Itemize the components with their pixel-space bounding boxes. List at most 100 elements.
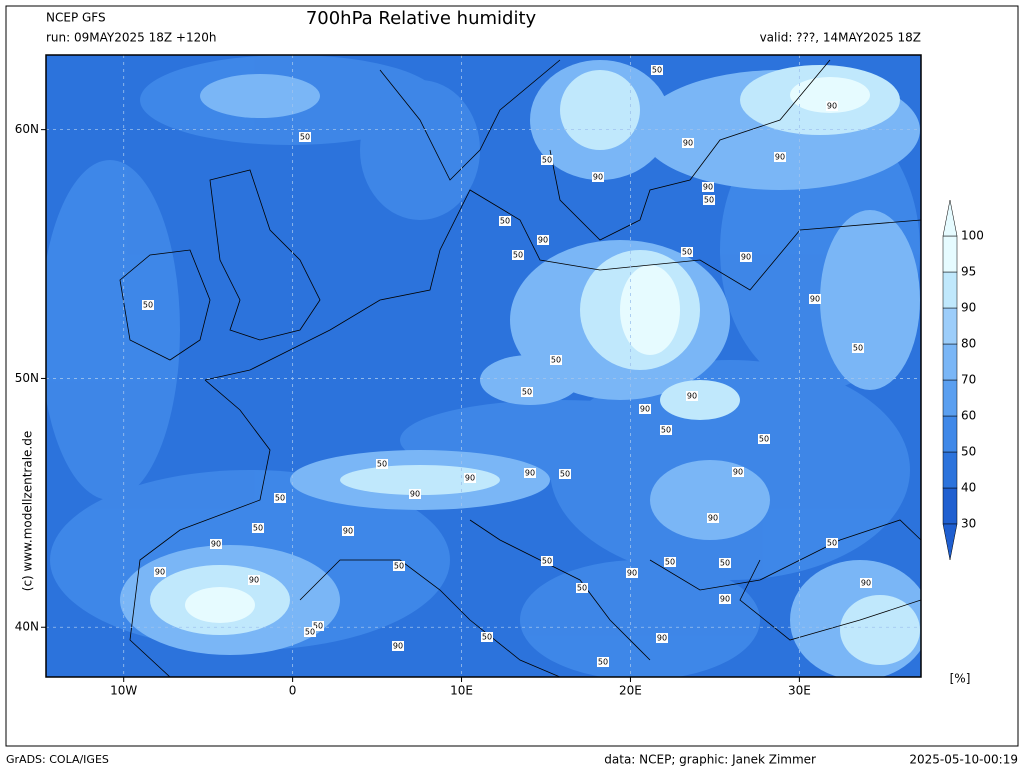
contour-label: 50 bbox=[652, 66, 662, 75]
colorbar-label: 100 bbox=[961, 229, 984, 243]
contour-label: 90 bbox=[775, 153, 785, 162]
contour-label-box bbox=[392, 641, 404, 651]
contour-label-box bbox=[774, 152, 786, 162]
contour-label-box bbox=[409, 489, 421, 499]
contour-label: 50 bbox=[720, 559, 730, 568]
contour-label: 50 bbox=[305, 628, 315, 637]
contour-label: 90 bbox=[687, 392, 697, 401]
contour-label: 50 bbox=[551, 356, 561, 365]
contour-label: 90 bbox=[343, 527, 353, 536]
colorbar-segment bbox=[942, 235, 958, 273]
contour-label: 50 bbox=[500, 217, 510, 226]
contour-labels: 50 50 50 90 90 90 90 90 50 50 90 50 50 90 50 90 50 50 50 90… bbox=[142, 65, 872, 667]
colorbar-segment bbox=[942, 379, 958, 417]
contour-label-box bbox=[154, 567, 166, 577]
credit-label: data: NCEP; graphic: Janek Zimmer bbox=[604, 753, 816, 767]
contour-label-box bbox=[660, 425, 672, 435]
colorbar-segment bbox=[942, 343, 958, 381]
contour-label: 90 bbox=[155, 568, 165, 577]
contour-label-box bbox=[576, 583, 588, 593]
unit-label: [%] bbox=[950, 672, 971, 686]
colorbar-segment bbox=[942, 415, 958, 453]
contour-label-box bbox=[626, 568, 638, 578]
contour-label: 50 bbox=[300, 133, 310, 142]
contour-label: 90 bbox=[708, 514, 718, 523]
map-title: 700hPa Relative humidity bbox=[306, 8, 537, 29]
contour-label-box bbox=[521, 387, 533, 397]
contour-label: 50 bbox=[682, 248, 692, 257]
contour-label: 90 bbox=[393, 642, 403, 651]
frame bbox=[5, 5, 1019, 747]
contour-label: 50 bbox=[560, 470, 570, 479]
colorbar-label: 70 bbox=[961, 373, 976, 387]
timestamp-label: 2025-05-10-00:19 bbox=[909, 753, 1018, 767]
lon-tick-label: 20E bbox=[619, 684, 642, 698]
contour-label-box bbox=[682, 138, 694, 148]
contour-label: 90 bbox=[720, 595, 730, 604]
contour-label: 90 bbox=[525, 469, 535, 478]
contour-label: 50 bbox=[661, 426, 671, 435]
contour-label-box bbox=[559, 469, 571, 479]
lon-tick-label: 0 bbox=[289, 684, 297, 698]
contour-label: 90 bbox=[211, 540, 221, 549]
contour-label: 90 bbox=[827, 102, 837, 111]
contour-label: 90 bbox=[810, 295, 820, 304]
contour-label-box bbox=[651, 65, 663, 75]
contour-label-box bbox=[826, 101, 838, 111]
colorbar-label: 60 bbox=[961, 409, 976, 423]
contour-label-box bbox=[597, 657, 609, 667]
contour-label-box bbox=[312, 621, 324, 631]
contour-label: 50 bbox=[394, 562, 404, 571]
contour-label: 50 bbox=[598, 658, 608, 667]
contour-label-box bbox=[826, 538, 838, 548]
contour-label-box bbox=[639, 404, 651, 414]
contour-label: 90 bbox=[733, 468, 743, 477]
colorbar-min-arrow bbox=[942, 523, 958, 561]
contour-label: 50 bbox=[513, 251, 523, 260]
contour-label: 90 bbox=[410, 490, 420, 499]
contour-label-box bbox=[703, 195, 715, 205]
lon-tick-label: 10E bbox=[450, 684, 473, 698]
contour-label-box bbox=[342, 526, 354, 536]
contour-label: 50 bbox=[665, 558, 675, 567]
contour-label: 50 bbox=[253, 524, 263, 533]
contour-label: 90 bbox=[627, 569, 637, 578]
contour-label-box bbox=[550, 355, 562, 365]
contour-label: 90 bbox=[465, 474, 475, 483]
colorbar-max-arrow bbox=[942, 199, 958, 237]
humidity-field bbox=[46, 55, 921, 677]
contour-label-box bbox=[142, 300, 154, 310]
model-label: NCEP GFS bbox=[46, 11, 106, 25]
contour-label-box bbox=[376, 459, 388, 469]
contour-label: 90 bbox=[249, 576, 259, 585]
colorbar-segment bbox=[942, 307, 958, 345]
colorbar-label: 95 bbox=[961, 265, 976, 279]
contour-label-box bbox=[852, 343, 864, 353]
contour-label-box bbox=[499, 216, 511, 226]
contour-label-box bbox=[809, 294, 821, 304]
contour-label: 50 bbox=[827, 539, 837, 548]
contour-label-box bbox=[702, 182, 714, 192]
contour-label: 50 bbox=[542, 156, 552, 165]
contour-label-box bbox=[304, 627, 316, 637]
lat-tick-label: 40N bbox=[15, 620, 39, 634]
contour-label: 90 bbox=[538, 236, 548, 245]
contour-label-box bbox=[299, 132, 311, 142]
colorbar-label: 80 bbox=[961, 337, 976, 351]
watermark: (c) www.modellzentrale.de bbox=[21, 431, 35, 591]
contour-label-box bbox=[524, 468, 536, 478]
contour-label-box bbox=[541, 155, 553, 165]
lon-tick-label: 10W bbox=[110, 684, 137, 698]
colorbar-label: 90 bbox=[961, 301, 976, 315]
contour-label-box bbox=[393, 561, 405, 571]
map-border bbox=[45, 54, 922, 678]
contour-label: 90 bbox=[861, 579, 871, 588]
contour-label: 90 bbox=[683, 139, 693, 148]
contour-label-box bbox=[719, 558, 731, 568]
lat-tick-label: 60N bbox=[15, 122, 39, 136]
contour-label: 50 bbox=[313, 622, 323, 631]
contour-label: 50 bbox=[522, 388, 532, 397]
contour-label-box bbox=[681, 247, 693, 257]
contour-label-box bbox=[758, 434, 770, 444]
